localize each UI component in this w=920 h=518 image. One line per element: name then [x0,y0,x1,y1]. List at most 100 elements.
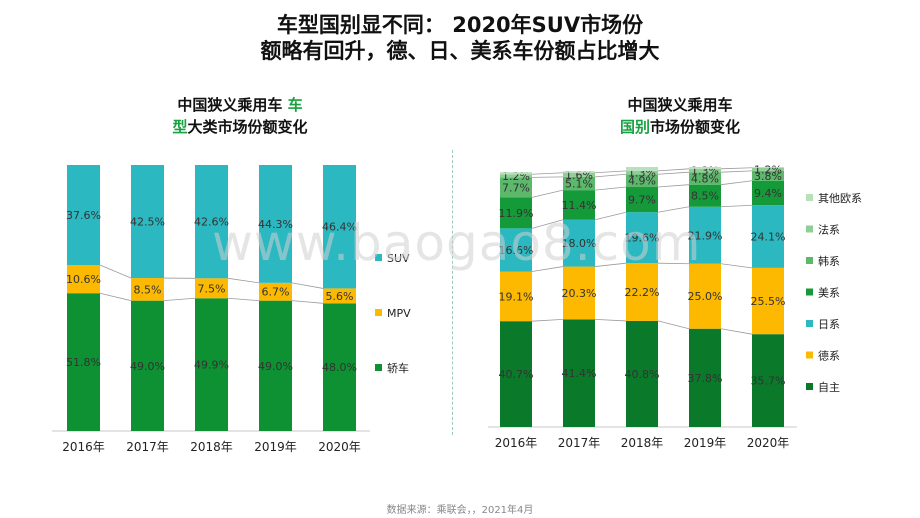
right-connector-日系-2 [657,206,690,213]
right-connector-自主-2 [657,320,690,330]
right-legend-德系: 德系 [818,349,840,363]
left-tick-2: 2018年 [190,440,233,454]
right-tick-3: 2019年 [684,436,727,450]
right-legend-自主: 自主 [818,381,840,394]
right-bar-德系-0 [500,271,532,322]
right-tick-0: 2016年 [495,436,538,450]
right-bar-法系-4 [752,167,784,171]
right-bar-法系-0 [500,174,532,178]
left-label-MPV-4: 5.6% [326,290,354,303]
right-connector-德系-2 [657,262,690,265]
left-bar-SUV-2 [195,165,228,279]
right-bar-自主-2 [626,320,658,427]
right-bar-韩系-2 [626,174,658,188]
left-tick-4: 2020年 [318,440,361,454]
left-bar-轿车-0 [67,293,100,431]
right-bar-法系-2 [626,170,658,175]
left-legend-swatch-MPV [375,309,382,316]
right-label-自主-4: 35.7% [751,375,786,388]
left-bar-轿车-3 [259,300,292,431]
left-bar-轿车-4 [323,303,356,431]
right-bar-其他欧系-0 [500,172,532,175]
right-legend-日系: 日系 [818,318,840,331]
left-legend-SUV: SUV [387,252,410,265]
left-label-MPV-3: 6.7% [262,286,290,299]
right-label-韩系-2: 4.9% [628,175,656,188]
right-legend-美系: 美系 [818,287,840,300]
right-chart-title-line1: 中国狭义乘用车 [627,96,733,114]
left-chart-title-line2: 大类市场份额变化 [187,118,308,136]
left-tick-3: 2019年 [254,440,297,454]
right-connector-日系-1 [594,211,627,221]
left-bar-轿车-2 [195,298,228,431]
left-label-轿车-0: 51.8% [66,356,101,369]
right-label-美系-1: 11.4% [562,199,597,212]
right-tick-4: 2020年 [747,436,790,450]
left-chart-title-green2: 型 [172,118,188,136]
right-legend-swatch-韩系 [806,257,813,264]
left-tick-0: 2016年 [62,440,105,454]
left-label-MPV-0: 10.6% [66,273,101,286]
right-label-日系-3: 21.9% [688,229,723,242]
right-bar-其他欧系-3 [689,167,721,169]
left-bar-SUV-1 [131,165,164,279]
right-connector-日系-0 [531,219,564,229]
right-connector-法系-1 [594,170,627,174]
right-connector-法系-3 [720,167,753,170]
right-bar-自主-4 [752,334,784,427]
left-label-SUV-2: 42.6% [194,216,229,229]
right-connector-日系-3 [720,204,753,208]
left-connector-轿车-2 [227,297,260,302]
right-connector-自主-1 [594,318,627,322]
right-connector-美系-2 [657,184,690,188]
right-bar-其他欧系-4 [752,167,784,168]
right-bar-德系-2 [626,263,658,321]
right-bar-日系-2 [626,212,658,264]
right-label-韩系-3: 4.8% [691,172,719,185]
right-label-美系-0: 11.9% [499,207,534,220]
right-bar-自主-0 [500,321,532,427]
right-legend-swatch-美系 [806,288,813,296]
right-connector-法系-2 [657,168,690,172]
right-label-美系-4: 9.4% [754,187,782,200]
page-title-line1: 车型国别显不同： 2020年SUV市场份 [276,13,644,37]
left-tick-1: 2017年 [126,440,169,454]
right-label-自主-3: 37.8% [688,372,723,385]
left-label-SUV-1: 42.5% [130,216,165,229]
right-tick-2: 2018年 [621,436,664,450]
right-connector-法系-0 [531,172,564,175]
left-chart-title-line1: 中国狭义乘用车 [177,96,283,114]
right-connector-美系-0 [531,189,564,198]
watermark: www.baogao8.com [212,214,702,272]
left-label-MPV-2: 7.5% [198,282,226,295]
right-label-韩系-1: 5.1% [565,178,593,191]
right-label-自主-1: 41.4% [562,367,597,380]
right-bar-日系-1 [563,219,595,267]
right-bar-德系-4 [752,267,784,335]
left-legend-swatch-SUV [375,254,382,261]
right-label-法系-0: 1.2% [502,170,530,183]
right-bar-其他欧系-2 [626,167,658,171]
right-bar-自主-3 [689,328,721,427]
left-chart-title-green1: 车 [287,96,303,114]
right-label-日系-2: 19.6% [625,232,660,245]
left-legend-MPV: MPV [387,307,411,320]
right-connector-美系-1 [594,186,627,191]
left-label-轿车-2: 49.9% [194,359,229,372]
right-chart-title: 中国狭义乘用车 国别市场份额变化 [530,94,830,138]
right-label-德系-4: 25.5% [751,295,786,308]
right-legend-其他欧系: 其他欧系 [818,192,862,205]
left-bar-SUV-4 [323,165,356,289]
right-bar-韩系-3 [689,172,721,185]
left-label-SUV-0: 37.6% [66,209,101,222]
right-connector-韩系-1 [594,173,627,178]
right-bar-美系-4 [752,180,784,206]
right-label-韩系-4: 3.8% [754,170,782,183]
right-bar-日系-0 [500,228,532,272]
right-label-美系-2: 9.7% [628,194,656,207]
left-legend-swatch-轿车 [375,364,382,371]
right-bar-法系-3 [689,168,721,173]
right-label-德系-3: 25.0% [688,290,723,303]
right-bar-美系-0 [500,197,532,229]
chart-divider [452,150,453,435]
